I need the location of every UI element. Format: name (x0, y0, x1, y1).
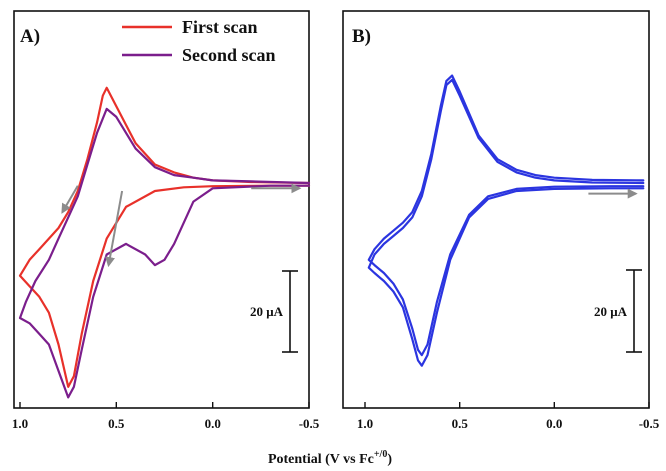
panel-b-label: B) (352, 26, 371, 47)
series-line-b-cycle-1 (367, 78, 645, 367)
scale-bar-b-label: 20 μA (594, 304, 628, 319)
panel-b-scale-bar: 20 μA (594, 269, 642, 353)
x-tick-label-a-2: 0.5 (108, 416, 125, 431)
series-line-a-second-scan (18, 107, 311, 399)
x-axis-title-superscript: +/0 (374, 449, 387, 460)
x-tick-label-a-4: -0.5 (299, 416, 320, 431)
x-axis-title: Potential (V vs Fc+/0) (268, 449, 392, 467)
panel-a-curves (18, 86, 311, 399)
panel-b-frame (342, 10, 650, 409)
panel-b-curves (367, 74, 645, 367)
panel-a-frame (13, 10, 310, 409)
x-tick-label-a-3: 0.0 (205, 416, 221, 431)
legend-label-second-scan: Second scan (182, 45, 276, 65)
x-axis-title-main: Potential (V vs Fc (268, 452, 374, 467)
panel-a: 1.0 0.5 0.0 -0.5 A) First scan Second scan … (12, 10, 320, 431)
series-line-a-first-scan (18, 86, 311, 388)
legend-label-first-scan: First scan (182, 17, 258, 37)
scale-bar-a-label: 20 μA (250, 304, 284, 319)
x-tick-label-b-4: -0.5 (639, 416, 660, 431)
scan-direction-arrow-a-2 (61, 185, 79, 214)
panel-a-x-ticks: 1.0 0.5 0.0 -0.5 (12, 402, 320, 431)
series-line-b-cycle-2 (367, 74, 645, 357)
scan-direction-arrow-a-3 (105, 190, 124, 268)
x-tick-label-b-2: 0.5 (452, 416, 469, 431)
x-tick-label-a-1: 1.0 (12, 416, 28, 431)
x-tick-label-b-1: 1.0 (357, 416, 373, 431)
panel-b-x-ticks: 1.0 0.5 0.0 -0.5 (357, 402, 660, 431)
x-axis-title-close: ) (387, 452, 392, 467)
legend: First scan Second scan (122, 17, 276, 65)
panel-a-label: A) (20, 26, 40, 47)
x-tick-label-b-3: 0.0 (546, 416, 562, 431)
panel-b: 1.0 0.5 0.0 -0.5 B) 20 μA (342, 10, 660, 431)
panel-a-arrows (61, 183, 302, 268)
panel-a-scale-bar: 20 μA (250, 270, 298, 353)
